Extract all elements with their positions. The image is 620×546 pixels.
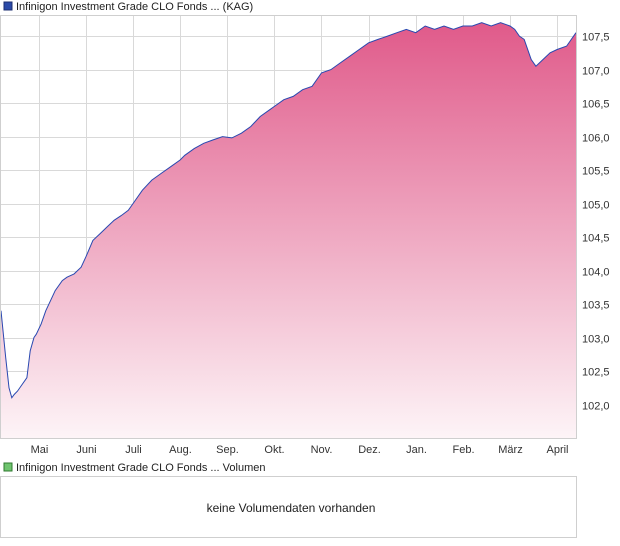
x-tick-label: Nov. — [311, 444, 333, 456]
x-tick-label: Juni — [76, 444, 96, 456]
price-legend: Infinigon Investment Grade CLO Fonds ...… — [3, 1, 253, 13]
y-tick-label: 102,5 — [582, 367, 610, 379]
x-tick-label: Mai — [31, 444, 49, 456]
y-tick-label: 105,5 — [582, 166, 610, 178]
x-tick-label: Juli — [125, 444, 142, 456]
x-tick-label: März — [498, 444, 522, 456]
price-line — [0, 22, 577, 399]
y-axis-labels: 102,0 102,5 103,0 103,5 104,0 104,5 105,0 105,5… — [582, 32, 610, 413]
x-tick-label: Jan. — [406, 444, 427, 456]
volume-legend: Infinigon Investment Grade CLO Fonds ...… — [3, 462, 265, 474]
price-chart-panel: 102,0 102,5 103,0 103,5 104,0 104,5 105,0 105,5… — [0, 15, 610, 456]
volume-panel-frame — [0, 476, 577, 538]
x-tick-label: Okt. — [264, 444, 284, 456]
volume-empty-message: keine Volumendaten vorhanden — [207, 501, 376, 515]
price-area-fill — [1, 22, 576, 438]
y-tick-label: 104,5 — [582, 233, 610, 245]
x-tick-label: April — [546, 444, 568, 456]
y-tick-label: 106,0 — [582, 133, 610, 145]
x-tick-label: Dez. — [358, 444, 381, 456]
x-tick-label: Feb. — [452, 444, 474, 456]
y-tick-label: 107,0 — [582, 66, 610, 78]
y-tick-label: 106,5 — [582, 99, 610, 111]
x-tick-label: Sep. — [216, 444, 239, 456]
y-tick-label: 107,5 — [582, 32, 610, 44]
price-legend-swatch — [3, 1, 13, 11]
x-tick-label: Aug. — [169, 444, 192, 456]
price-chart-frame — [0, 15, 577, 439]
volume-legend-label: Infinigon Investment Grade CLO Fonds ...… — [16, 462, 265, 474]
y-tick-label: 102,0 — [582, 401, 610, 413]
volume-legend-swatch — [3, 462, 13, 472]
y-tick-label: 103,5 — [582, 300, 610, 312]
price-legend-label: Infinigon Investment Grade CLO Fonds ...… — [16, 1, 253, 13]
y-tick-label: 104,0 — [582, 267, 610, 279]
volume-panel: keine Volumendaten vorhanden — [0, 476, 577, 538]
y-tick-label: 105,0 — [582, 200, 610, 212]
x-axis-labels: Mai Juni Juli Aug. Sep. Okt. Nov. Dez. Jan. Feb. M… — [31, 444, 569, 456]
y-tick-label: 103,0 — [582, 334, 610, 346]
